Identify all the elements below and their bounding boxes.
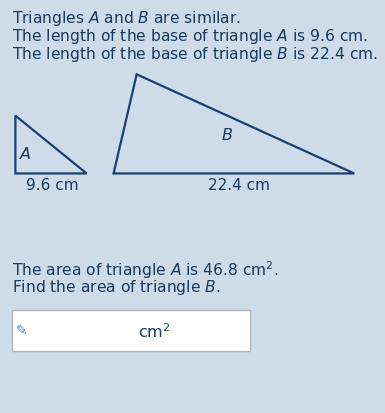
- Text: The area of triangle $A$ is 46.8 cm$^2$.: The area of triangle $A$ is 46.8 cm$^2$.: [12, 260, 278, 281]
- Text: 9.6 cm: 9.6 cm: [26, 178, 78, 193]
- Text: $A$: $A$: [19, 146, 31, 161]
- Text: The length of the base of triangle $B$ is 22.4 cm.: The length of the base of triangle $B$ i…: [12, 45, 377, 64]
- Text: Find the area of triangle $B$.: Find the area of triangle $B$.: [12, 278, 220, 297]
- Text: ✎: ✎: [15, 325, 27, 339]
- Text: cm$^2$: cm$^2$: [138, 322, 170, 341]
- Bar: [12, 310, 250, 351]
- Text: Triangles $A$ and $B$ are similar.: Triangles $A$ and $B$ are similar.: [12, 9, 240, 28]
- Text: 22.4 cm: 22.4 cm: [208, 178, 270, 193]
- Text: The length of the base of triangle $A$ is 9.6 cm.: The length of the base of triangle $A$ i…: [12, 27, 368, 46]
- Text: $B$: $B$: [221, 127, 233, 143]
